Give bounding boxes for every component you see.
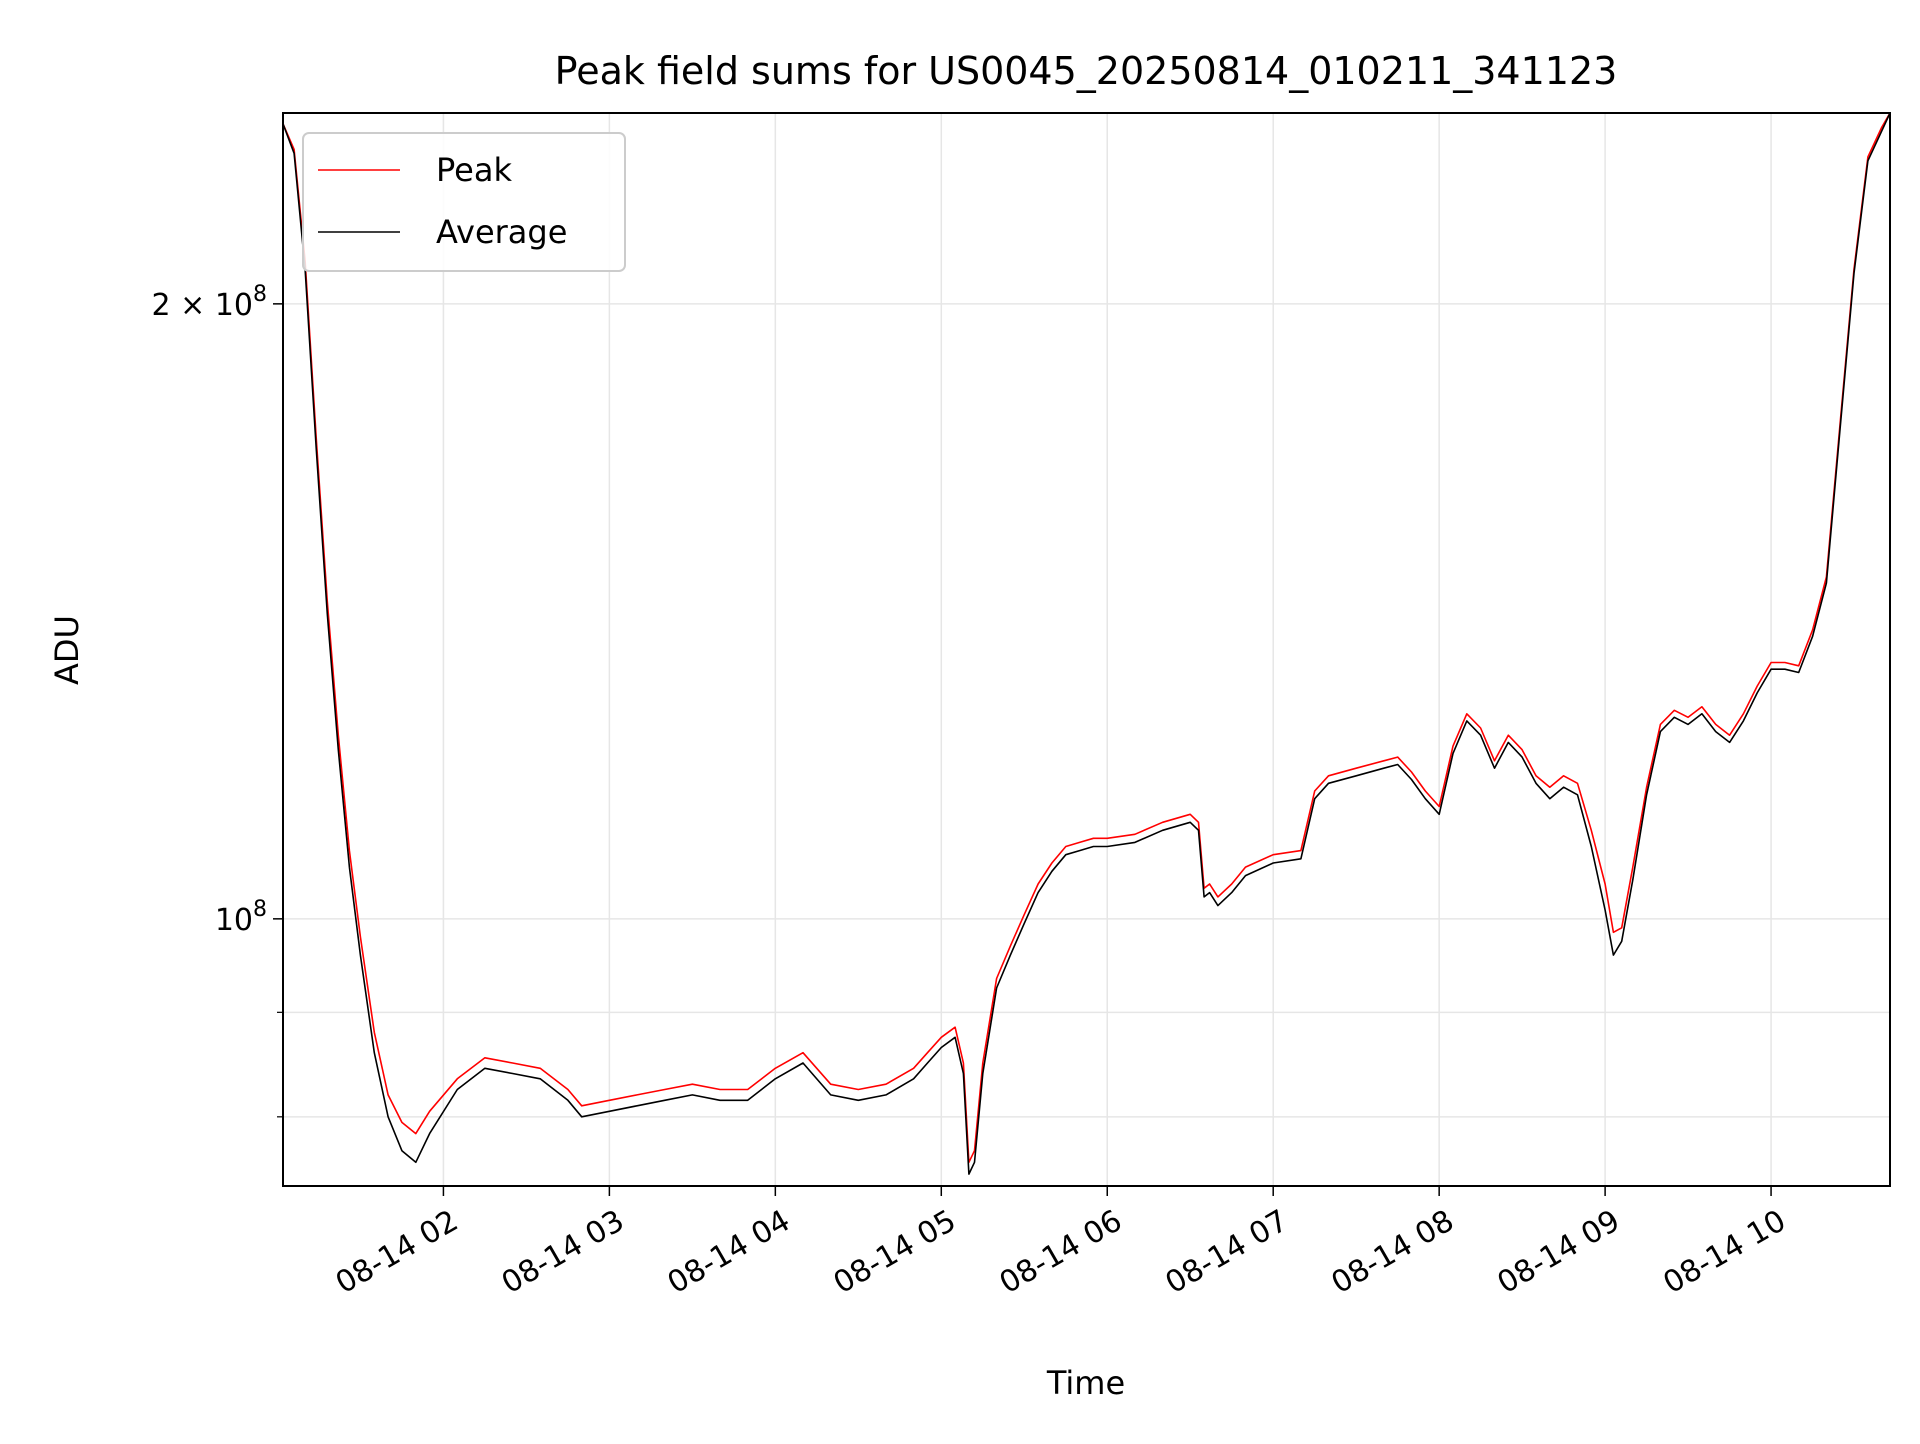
y-tick-label: 108 [215,897,267,938]
legend-label-peak: Peak [436,151,512,189]
x-axis-label: Time [1046,1364,1125,1402]
y-tick-mantissa: 2 × [152,288,215,323]
legend-box [302,132,626,272]
y-axis-label: ADU [48,615,86,685]
series-line-peak [282,112,1891,1164]
chart-title: Peak field sums for US0045_20250814_0102… [555,49,1618,93]
series-lines [282,112,1891,1175]
legend-label-average: Average [436,213,567,251]
y-tick-label: 2 × 108 [152,282,267,323]
y-tick-exponent: 8 [253,282,267,307]
y-tick-base: 10 [215,903,253,938]
y-tick-exponent: 8 [253,897,267,922]
y-tick-base: 10 [215,288,253,323]
grid [283,113,1890,1186]
legend: Peak Average [302,132,626,272]
series-line-average [282,112,1891,1175]
plot-frame [282,112,1891,1187]
